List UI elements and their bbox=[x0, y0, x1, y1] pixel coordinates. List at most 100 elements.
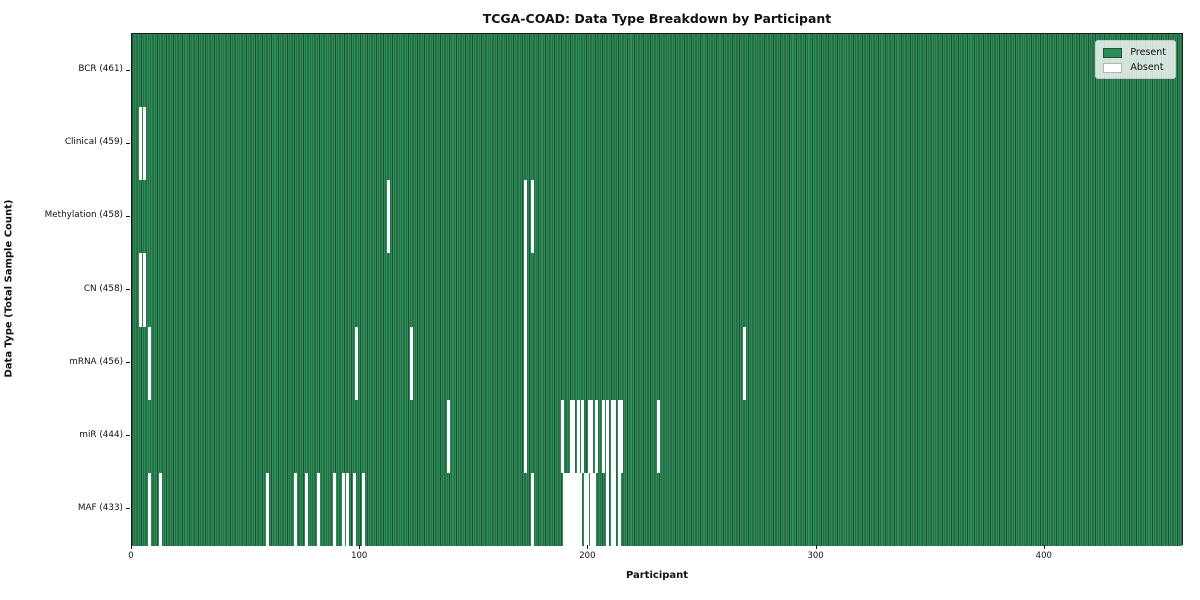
absent-cell bbox=[606, 399, 610, 473]
absent-cell bbox=[569, 399, 573, 473]
absent-cell bbox=[601, 399, 605, 473]
absent-cell bbox=[524, 180, 528, 254]
heatmap-row-cn bbox=[132, 253, 1182, 327]
heatmap-row-methylation bbox=[132, 180, 1182, 254]
x-tick bbox=[131, 545, 132, 549]
y-tick-label: CN (458) bbox=[83, 283, 123, 294]
absent-cell bbox=[446, 399, 450, 473]
absent-cell bbox=[610, 472, 614, 546]
absent-cell bbox=[576, 399, 580, 473]
chart-title: TCGA-COAD: Data Type Breakdown by Partic… bbox=[482, 11, 832, 26]
absent-cell bbox=[583, 472, 587, 546]
heatmap-row-maf bbox=[132, 472, 1182, 546]
absent-cell bbox=[293, 472, 297, 546]
heatmap-row-clinical bbox=[132, 107, 1182, 181]
y-tick bbox=[126, 435, 130, 437]
legend-label: Present bbox=[1130, 47, 1166, 58]
x-tick-label: 300 bbox=[807, 551, 824, 561]
x-tick-label: 100 bbox=[351, 551, 368, 561]
absent-cell bbox=[353, 472, 357, 546]
heatmap-row-mir bbox=[132, 399, 1182, 473]
absent-cell bbox=[743, 326, 747, 400]
x-tick bbox=[815, 545, 817, 549]
absent-cell bbox=[531, 472, 535, 546]
absent-cell bbox=[567, 472, 571, 546]
absent-cell bbox=[266, 472, 270, 546]
absent-cell bbox=[578, 472, 583, 546]
absent-cell bbox=[594, 399, 599, 473]
y-tick-label: Clinical (459) bbox=[64, 137, 123, 148]
absent-cell bbox=[620, 399, 624, 473]
legend-label: Absent bbox=[1130, 62, 1164, 73]
y-tick bbox=[126, 508, 130, 510]
absent-cell bbox=[572, 472, 576, 546]
absent-cell bbox=[610, 399, 614, 473]
plot-area: Present Absent bbox=[131, 33, 1183, 546]
heatmap-row-bcr bbox=[132, 34, 1182, 108]
legend-swatch-present bbox=[1103, 47, 1123, 58]
absent-cell bbox=[524, 399, 528, 473]
y-tick bbox=[126, 215, 130, 217]
absent-cell bbox=[581, 399, 585, 473]
y-tick bbox=[126, 69, 130, 71]
absent-cell bbox=[159, 472, 163, 546]
legend-item-present: Present bbox=[1103, 47, 1166, 58]
absent-cell bbox=[387, 180, 391, 254]
absent-cell bbox=[147, 326, 151, 400]
absent-cell bbox=[606, 472, 610, 546]
absent-cell bbox=[316, 472, 320, 546]
absent-cell bbox=[143, 107, 147, 181]
absent-cell bbox=[572, 399, 576, 473]
absent-cell bbox=[524, 326, 528, 400]
absent-cell bbox=[355, 326, 359, 400]
absent-cell bbox=[560, 399, 564, 473]
absent-cell bbox=[574, 472, 578, 546]
y-tick bbox=[126, 289, 130, 290]
x-tick-label: 400 bbox=[1035, 551, 1052, 561]
absent-cell bbox=[585, 472, 589, 546]
absent-cell bbox=[569, 472, 573, 546]
absent-cell bbox=[565, 472, 569, 546]
legend-item-absent: Absent bbox=[1103, 62, 1166, 73]
absent-cell bbox=[143, 253, 147, 327]
absent-cell bbox=[147, 472, 151, 546]
absent-cell bbox=[138, 107, 142, 181]
x-tick-label: 200 bbox=[579, 551, 596, 561]
absent-cell bbox=[613, 472, 617, 546]
legend-swatch-absent bbox=[1103, 62, 1123, 73]
absent-cell bbox=[332, 472, 336, 546]
absent-cell bbox=[362, 472, 366, 546]
absent-cell bbox=[613, 399, 617, 473]
y-tick bbox=[126, 142, 130, 144]
x-tick bbox=[359, 545, 361, 549]
absent-cell bbox=[590, 472, 594, 546]
x-tick-label: 0 bbox=[128, 551, 134, 561]
absent-cell bbox=[656, 399, 660, 473]
absent-cell bbox=[305, 472, 309, 546]
absent-cell bbox=[588, 399, 592, 473]
y-tick-label: mRNA (456) bbox=[69, 356, 123, 367]
absent-cell bbox=[341, 472, 345, 546]
absent-cell bbox=[531, 180, 535, 254]
y-tick bbox=[126, 362, 130, 364]
x-axis-label: Participant bbox=[625, 570, 689, 581]
absent-cell bbox=[524, 253, 528, 327]
x-tick bbox=[587, 545, 589, 549]
absent-cell bbox=[576, 472, 580, 546]
x-tick bbox=[1043, 545, 1045, 549]
absent-cell bbox=[138, 253, 142, 327]
y-tick-label: BCR (461) bbox=[78, 64, 123, 75]
absent-cell bbox=[562, 472, 567, 546]
absent-cell bbox=[617, 399, 621, 473]
absent-cell bbox=[592, 472, 596, 546]
absent-cell bbox=[410, 326, 414, 400]
absent-cell bbox=[617, 472, 621, 546]
absent-cell bbox=[590, 399, 594, 473]
y-tick-label: Methylation (458) bbox=[44, 210, 123, 221]
y-tick-label: miR (444) bbox=[79, 429, 123, 440]
heatmap-row-mrna bbox=[132, 326, 1182, 400]
legend: Present Absent bbox=[1095, 40, 1176, 79]
y-tick-label: MAF (433) bbox=[77, 502, 123, 513]
absent-cell bbox=[346, 472, 350, 546]
